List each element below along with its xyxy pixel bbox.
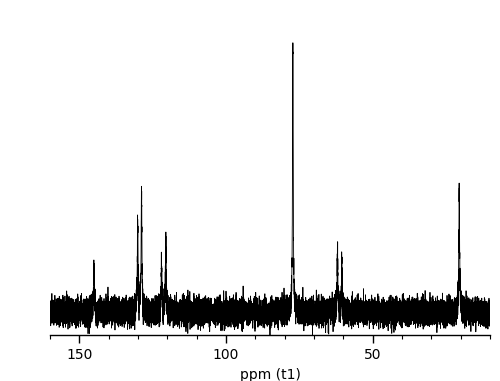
X-axis label: ppm (t1): ppm (t1) xyxy=(240,368,300,381)
